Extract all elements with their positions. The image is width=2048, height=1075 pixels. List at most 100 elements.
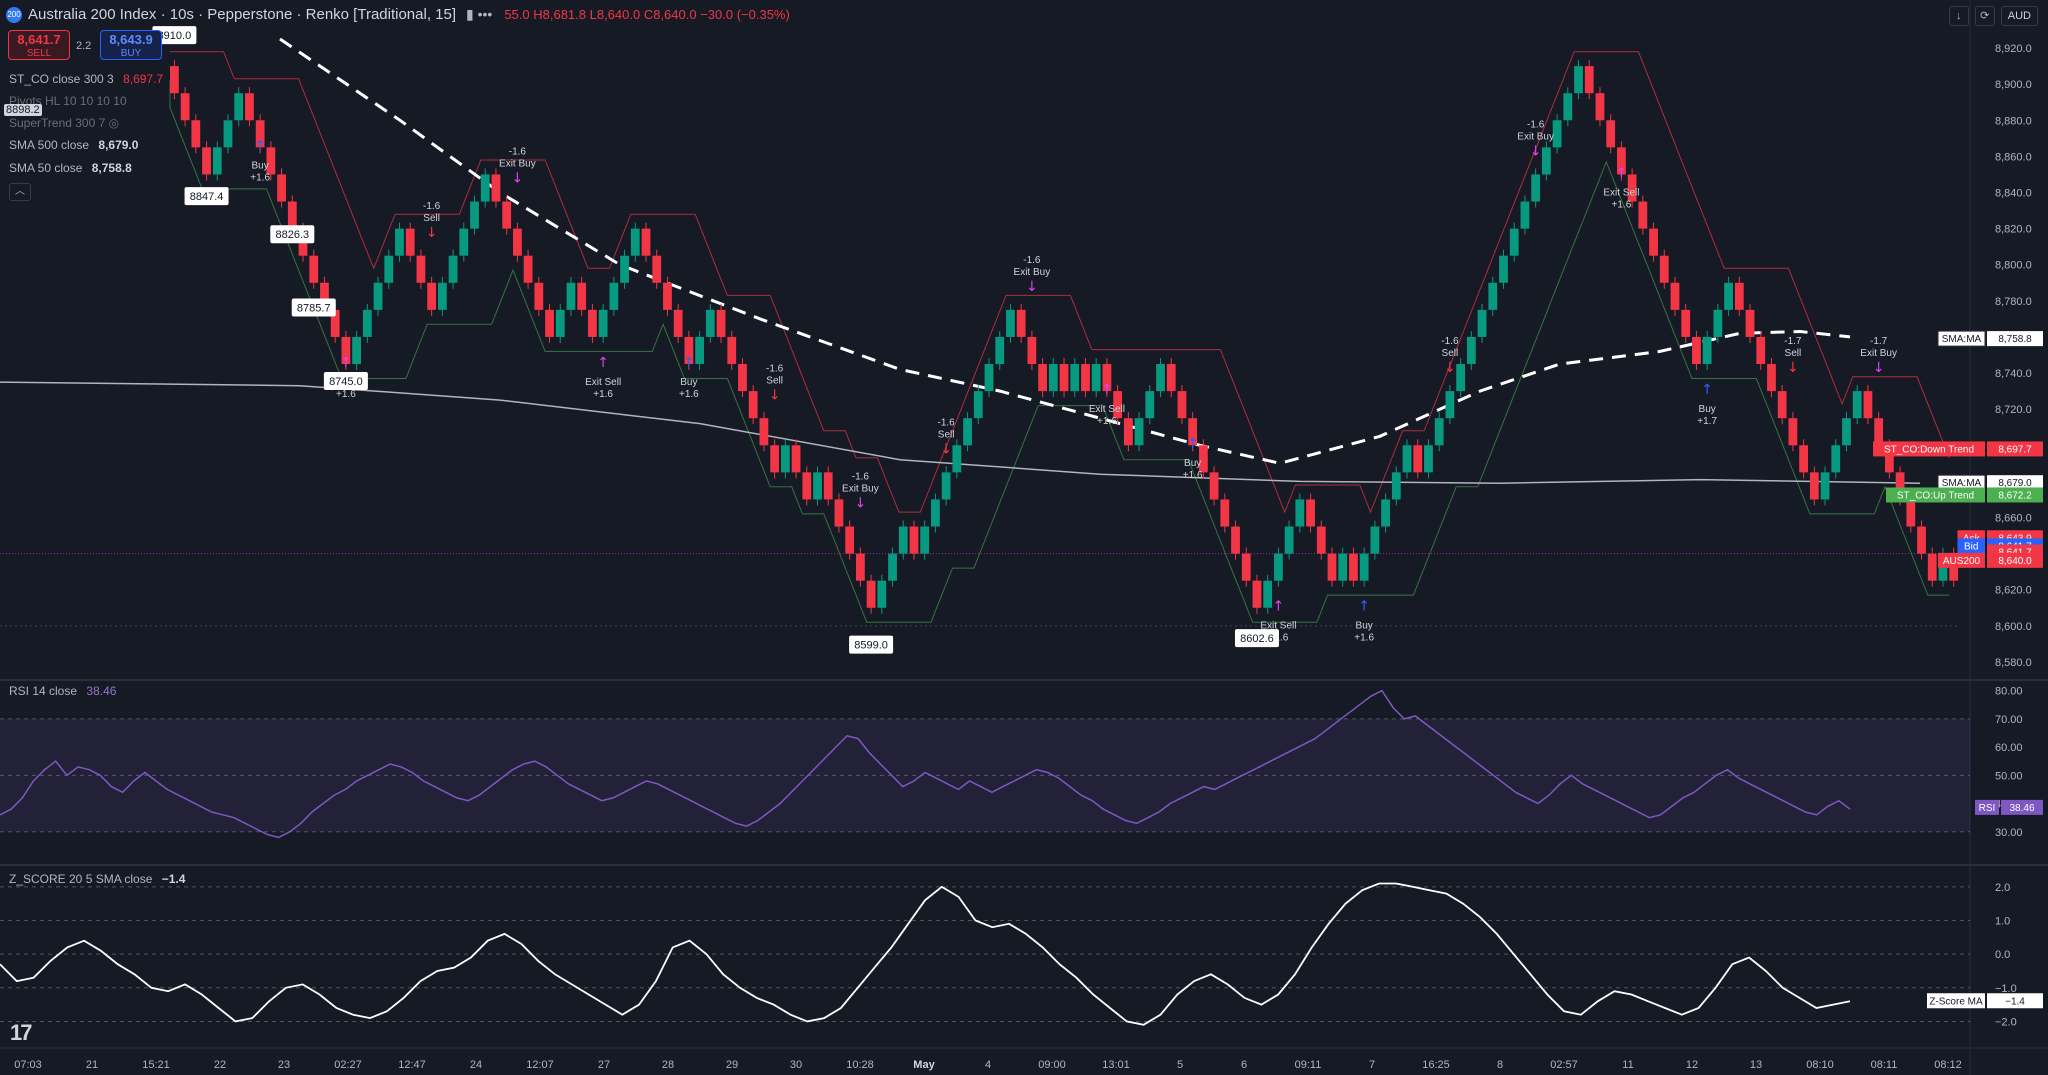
legend-sma500-name: SMA 500 close	[9, 138, 90, 152]
renko-brick-up	[1295, 499, 1305, 527]
rsi-line	[0, 689, 1851, 839]
renko-brick-up	[1509, 228, 1519, 256]
signal-label: -1.6	[423, 201, 441, 212]
renko-brick-up	[1477, 309, 1487, 337]
price-tick-label: 8,880.0	[1995, 115, 2032, 127]
z-tick-label: 0.0	[1995, 949, 2010, 961]
renko-brick-down	[1166, 364, 1176, 392]
signal-label: Buy	[1356, 621, 1373, 632]
renko-brick-down	[491, 174, 501, 202]
renko-brick-down	[1252, 580, 1262, 608]
price-tag-label: Bid	[1964, 541, 1978, 552]
pivot-label: 8826.3	[275, 229, 309, 241]
renko-brick-down	[1327, 553, 1337, 581]
currency-selector[interactable]: AUD	[2000, 6, 2038, 26]
renko-brick-down	[277, 174, 286, 202]
more-options-icon[interactable]: ▮ •••	[466, 6, 493, 22]
renko-brick-down	[1874, 418, 1884, 446]
renko-brick-down	[523, 255, 533, 283]
time-tick-label: 12:07	[526, 1059, 554, 1071]
time-tick-label: 12	[1686, 1059, 1698, 1071]
price-tag-label: SMA:MA	[1942, 334, 1982, 345]
symbol-title[interactable]: Australia 200 Index · 10s · Pepperstone …	[28, 6, 457, 23]
price-tick-label: 8,620.0	[1995, 585, 2032, 597]
renko-brick-up	[1520, 201, 1530, 229]
tradingview-logo: 17	[10, 1020, 33, 1045]
renko-brick-up	[877, 580, 887, 608]
legend-zscore[interactable]: Z_SCORE 20 5 SMA close −1.4	[9, 872, 185, 886]
buy-label: BUY	[120, 48, 142, 59]
renko-brick-down	[866, 580, 876, 608]
legend-sma50[interactable]: SMA 50 close 8,758.8	[9, 161, 132, 175]
renko-brick-up	[1338, 553, 1348, 581]
renko-brick-down	[1316, 526, 1326, 554]
sell-arrow-icon: ↓	[426, 225, 438, 241]
renko-brick-down	[1927, 553, 1937, 581]
time-tick-label: 12:47	[398, 1059, 426, 1071]
legend-sma50-name: SMA 50 close	[9, 161, 83, 175]
legend-rsi[interactable]: RSI 14 close 38.46	[9, 684, 116, 698]
time-tick-label: 7	[1369, 1059, 1375, 1071]
renko-brick-up	[963, 418, 972, 446]
time-tick-label: 08:12	[1934, 1059, 1962, 1071]
renko-brick-up	[1820, 472, 1830, 500]
renko-brick-up	[1263, 580, 1273, 608]
download-icon[interactable]: ↓	[1948, 6, 1969, 26]
renko-brick-down	[1863, 391, 1873, 419]
pivot-label-box	[291, 298, 336, 317]
renko-brick-up	[1070, 364, 1080, 392]
renko-brick-down	[641, 228, 651, 256]
renko-brick-down	[1016, 309, 1026, 337]
price-tag-value: 8,758.8	[1998, 334, 2032, 345]
renko-brick-down	[309, 255, 319, 283]
renko-brick-down	[502, 201, 512, 229]
buy-arrow-icon: ↑	[1701, 382, 1713, 398]
sell-arrow-icon: ↓	[769, 387, 781, 403]
rsi-tag-value: 38.46	[2009, 803, 2034, 814]
sell-button[interactable]: 8,641.7 SELL	[8, 30, 70, 60]
renko-brick-up	[1702, 336, 1712, 365]
signal-label: Exit Buy	[842, 484, 879, 495]
hidden-eye-icon[interactable]: ◎	[108, 116, 120, 130]
renko-brick-down	[834, 499, 844, 527]
renko-brick-down	[202, 147, 211, 175]
renko-brick-up	[1402, 445, 1412, 473]
renko-brick-up	[1006, 309, 1015, 337]
renko-brick-down	[191, 120, 201, 148]
pivot-label: 8785.7	[297, 303, 331, 315]
renko-brick-down	[845, 526, 855, 554]
renko-brick-down	[684, 336, 694, 365]
price-tag-value-box	[1987, 441, 2043, 457]
renko-brick-down	[180, 93, 190, 121]
sell-price: 8,641.7	[17, 32, 61, 47]
renko-brick-up	[620, 255, 629, 283]
signal-label: Exit Buy	[499, 159, 536, 170]
renko-brick-down	[245, 93, 254, 121]
time-tick-label: 5	[1177, 1059, 1183, 1071]
pivot-label-box	[184, 187, 229, 206]
renko-brick-down	[534, 282, 544, 310]
renko-brick-down	[170, 66, 179, 94]
renko-brick-down	[1884, 445, 1894, 473]
refresh-icon[interactable]: ⟳	[1974, 6, 1995, 26]
zscore-line	[0, 882, 1851, 1026]
legend-sma500[interactable]: SMA 500 close 8,679.0	[9, 138, 138, 152]
price-tick-label: 8,800.0	[1995, 260, 2032, 272]
sell-arrow-icon: ↓	[1787, 360, 1799, 376]
collapse-legend-icon[interactable]: ︿	[9, 183, 31, 201]
legend-stco[interactable]: ST_CO close 300 3 8,697.7	[9, 72, 163, 86]
legend-supertrend[interactable]: SuperTrend 300 7 ◎	[9, 116, 119, 130]
renko-brick-down	[748, 391, 758, 419]
renko-brick-down	[1692, 336, 1701, 365]
symbol-header[interactable]: 200 Australia 200 Index · 10s · Pepperst…	[6, 6, 790, 23]
renko-brick-up	[480, 174, 490, 202]
renko-brick-down	[1606, 120, 1616, 148]
renko-brick-up	[1499, 255, 1508, 283]
renko-brick-up	[1381, 499, 1390, 527]
buy-button[interactable]: 8,643.9 BUY	[100, 30, 162, 60]
signal-label: +1.6	[250, 172, 270, 183]
renko-brick-up	[1456, 364, 1466, 392]
renko-brick-up	[1391, 472, 1401, 500]
renko-brick-down	[1649, 228, 1658, 256]
